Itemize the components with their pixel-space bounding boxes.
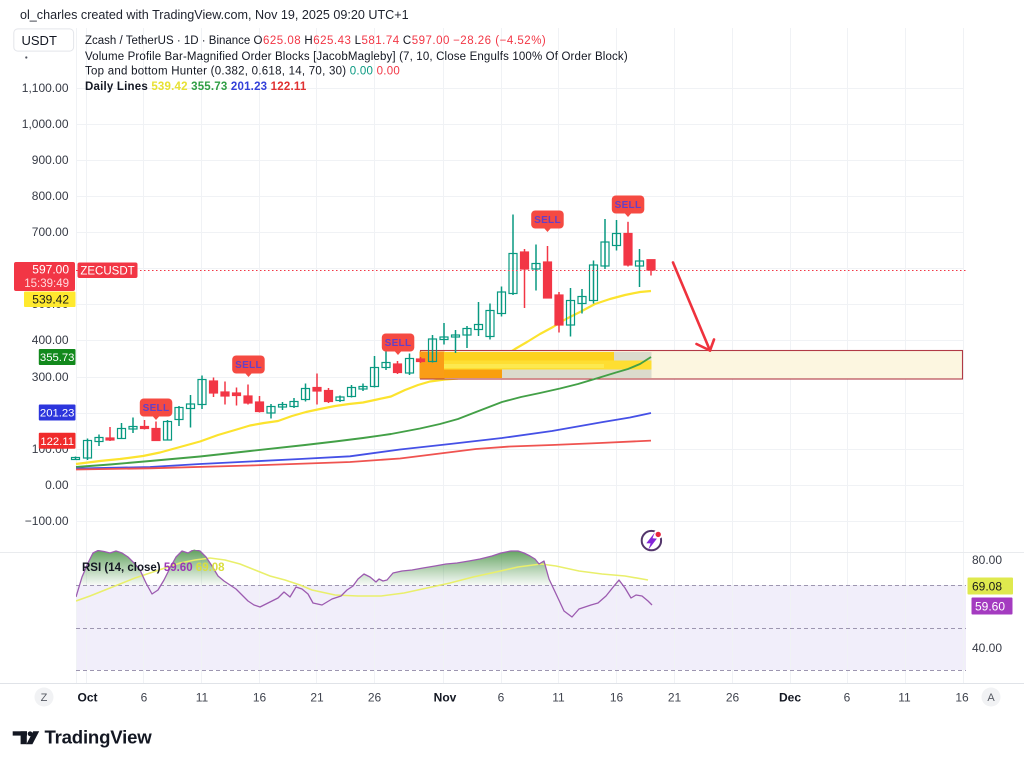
svg-text:122.11: 122.11 [40,436,74,448]
svg-text:21: 21 [668,691,682,705]
svg-text:26: 26 [368,691,382,705]
svg-text:Z: Z [41,692,48,704]
svg-text:16: 16 [610,691,624,705]
svg-text:11: 11 [196,691,209,705]
svg-text:SELL: SELL [385,338,412,349]
svg-text:15:39:49: 15:39:49 [24,278,69,290]
svg-text:Nov: Nov [434,691,457,705]
svg-text:ol_charles created with Tradin: ol_charles created with TradingView.com,… [20,8,409,22]
svg-text:1,000.00: 1,000.00 [22,117,69,131]
svg-text:6: 6 [844,691,851,705]
svg-text:21: 21 [310,691,324,705]
svg-text:11: 11 [898,691,911,705]
svg-text:ZECUSDT: ZECUSDT [80,266,134,278]
svg-text:SELL: SELL [235,360,262,371]
svg-text:Oct: Oct [77,691,97,705]
svg-text:69.08: 69.08 [972,579,1002,593]
svg-text:0.00: 0.00 [45,478,69,492]
svg-text:6: 6 [141,691,148,705]
svg-text:16: 16 [955,691,969,705]
svg-text:Daily Lines 539.42 355.73 201.: Daily Lines 539.42 355.73 201.23 122.11 [85,81,307,93]
svg-text:16: 16 [253,691,267,705]
svg-text:40.00: 40.00 [972,641,1002,655]
svg-text:59.60: 59.60 [975,599,1005,613]
svg-text:201.23: 201.23 [40,408,75,420]
svg-text:SELL: SELL [534,215,561,226]
svg-text:TradingView: TradingView [45,726,153,747]
svg-text:6: 6 [498,691,505,705]
svg-text:11: 11 [552,691,565,705]
svg-text:26: 26 [726,691,740,705]
svg-text:Dec: Dec [779,691,801,705]
svg-text:RSI (14, close) 59.60 69.08: RSI (14, close) 59.60 69.08 [82,562,225,574]
svg-text:−100.00: −100.00 [25,514,69,528]
svg-text:597.00: 597.00 [32,263,69,277]
svg-text:SELL: SELL [143,403,170,414]
svg-text:539.42: 539.42 [32,293,69,307]
svg-text:900.00: 900.00 [32,153,69,167]
svg-text:Zcash / TetherUS · 1D · Binanc: Zcash / TetherUS · 1D · Binance O625.08 … [85,35,546,47]
svg-text:SELL: SELL [615,200,642,211]
svg-text:Volume Profile Bar-Magnified O: Volume Profile Bar-Magnified Order Block… [85,51,628,63]
svg-text:400.00: 400.00 [32,333,69,347]
svg-text:800.00: 800.00 [32,189,69,203]
svg-text:80.00: 80.00 [972,553,1002,567]
svg-text:USDT: USDT [22,33,57,48]
svg-text:300.00: 300.00 [32,370,69,384]
svg-text:A: A [987,692,995,704]
svg-text:700.00: 700.00 [32,225,69,239]
svg-text:355.73: 355.73 [40,352,75,364]
svg-text:1,100.00: 1,100.00 [22,81,69,95]
svg-text:Top and bottom Hunter (0.382,: Top and bottom Hunter (0.382, 0.618, 14,… [85,65,400,77]
